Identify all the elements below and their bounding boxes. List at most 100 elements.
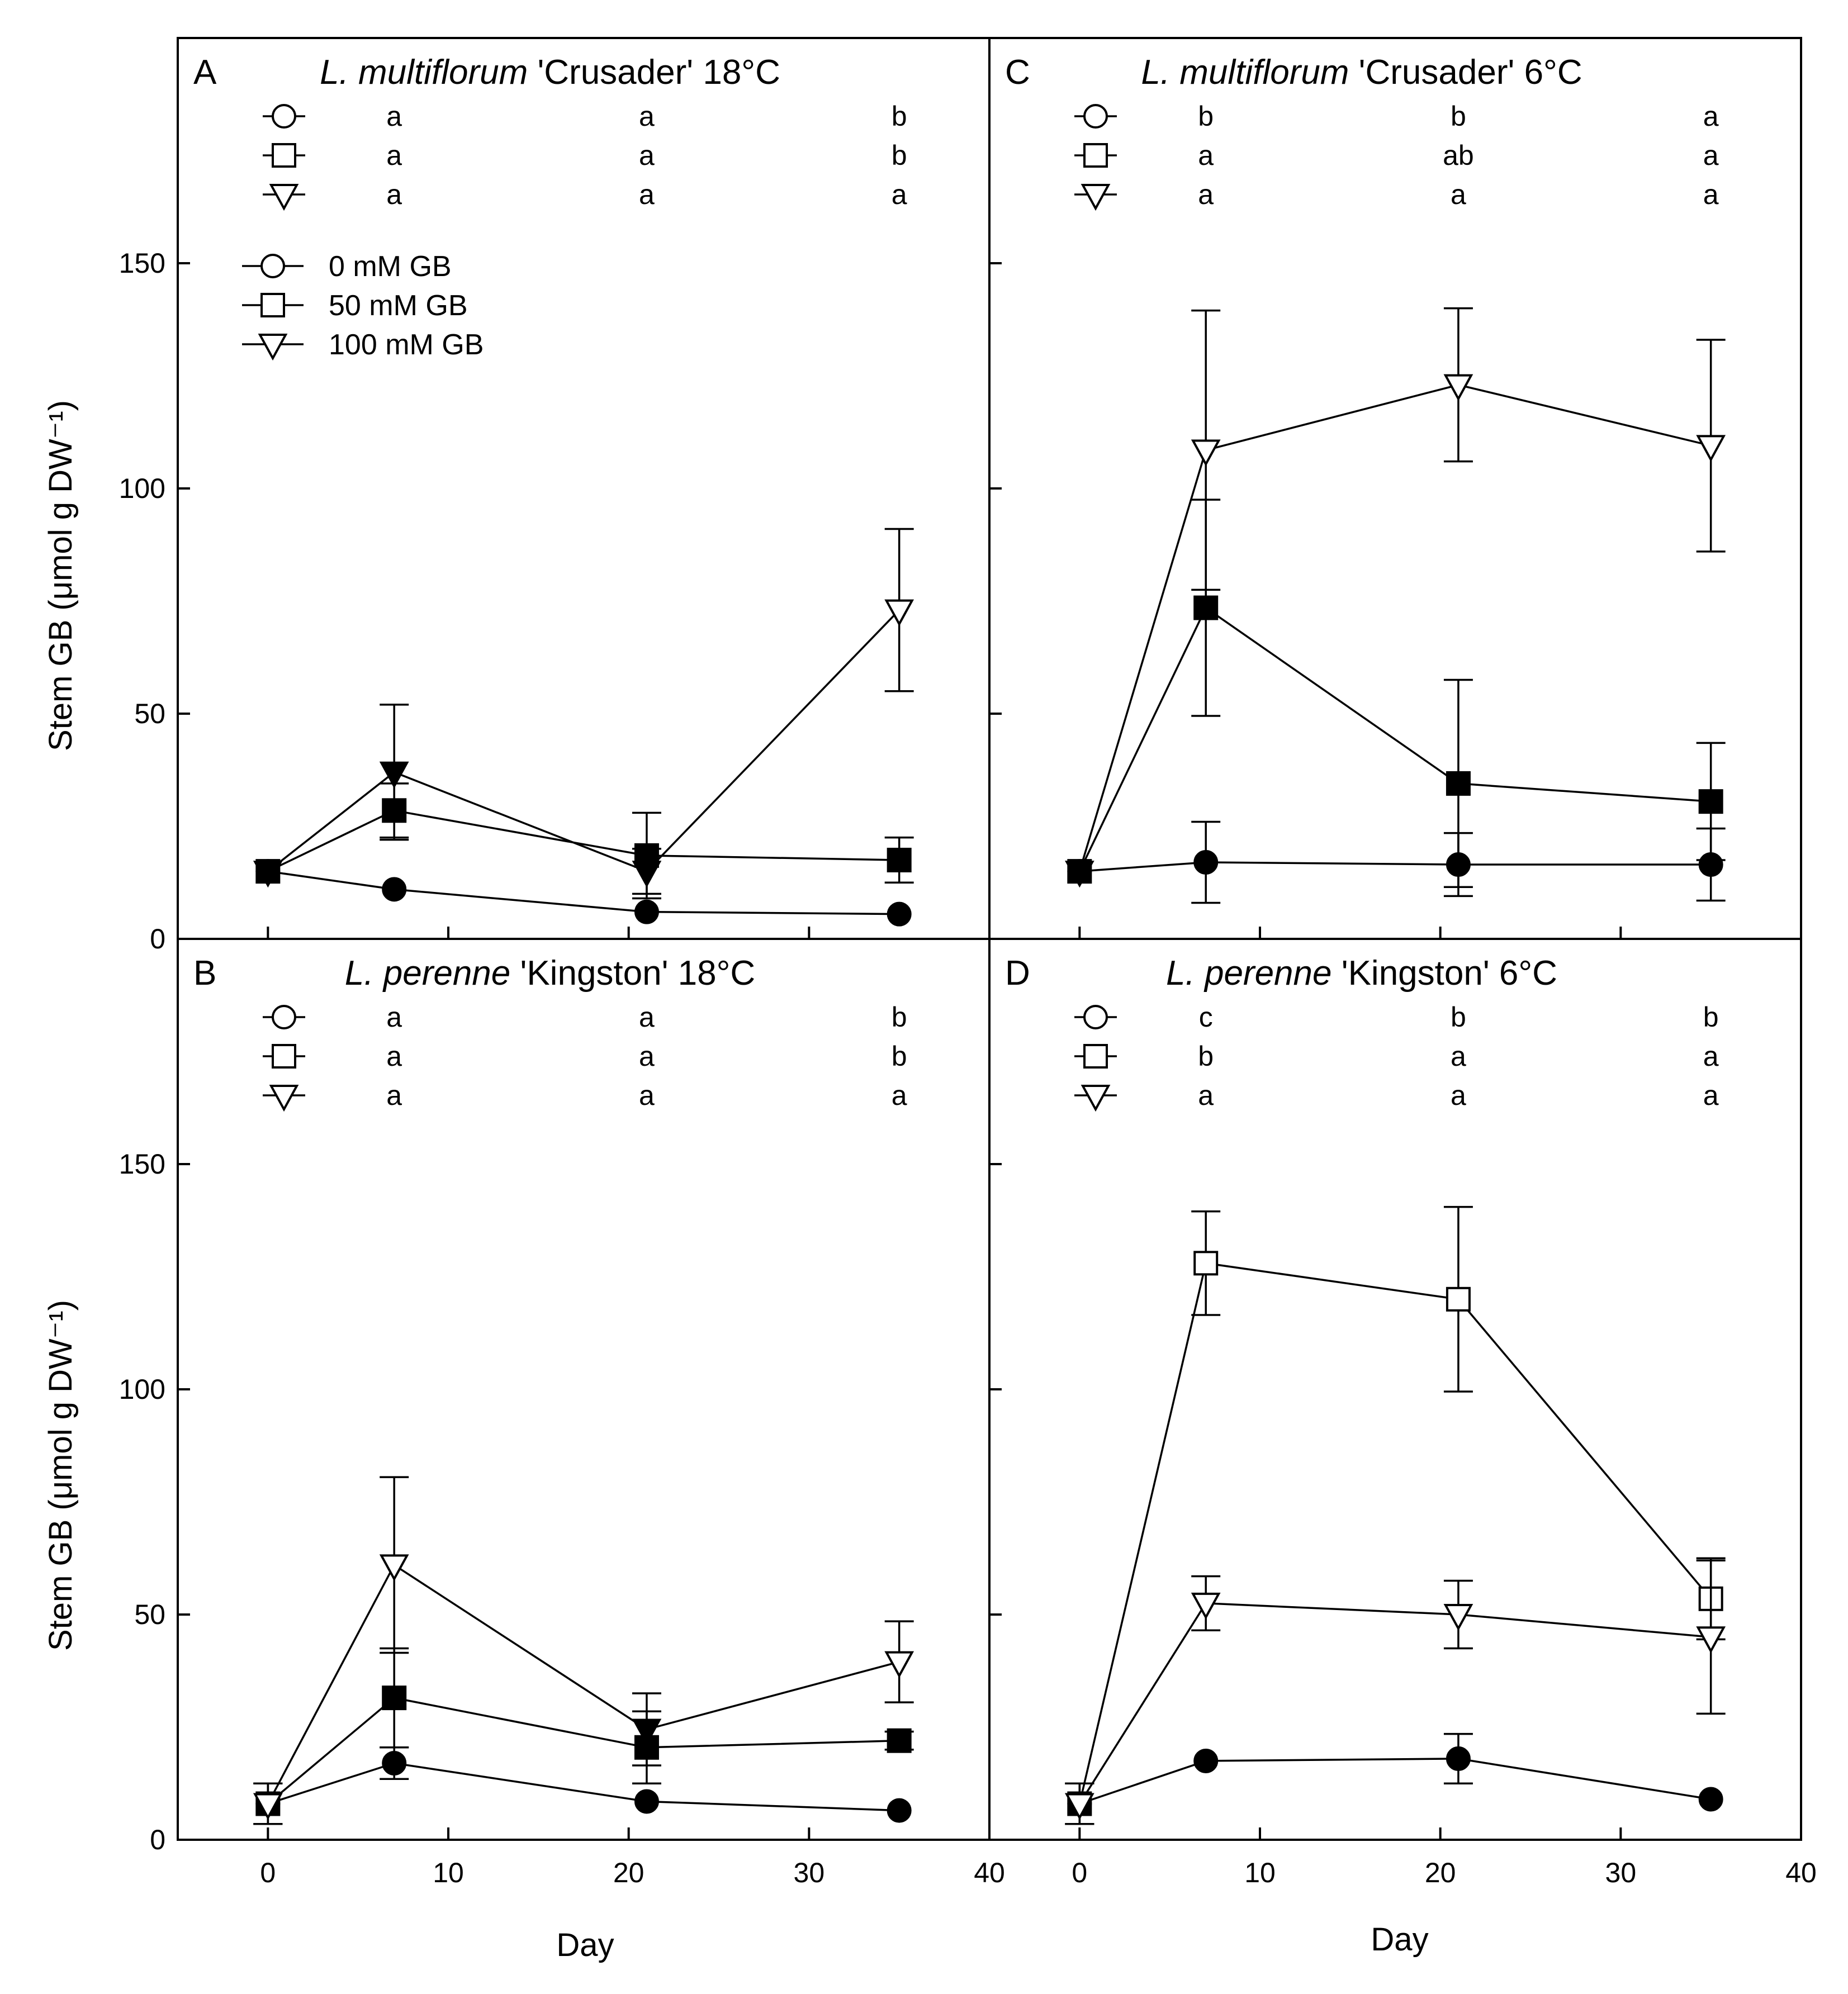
significance-triangle-down-icon [1081, 1085, 1111, 1112]
data-point [1193, 1748, 1219, 1773]
legend-circle-icon [260, 254, 285, 278]
significance-letter: a [386, 179, 402, 210]
significance-letter: b [892, 140, 907, 171]
panel-a-title-rest: 'Crusader' 18°C [528, 53, 780, 92]
y-tick-label: 150 [119, 1148, 165, 1180]
data-point [1191, 439, 1221, 467]
series-line [267, 1762, 899, 1812]
data-point [634, 899, 659, 924]
significance-letter: a [1703, 1080, 1719, 1111]
legend: 0 mM GB 50 mM GB 100 mM GB [242, 250, 484, 361]
significance-letter: b [1451, 1001, 1466, 1033]
panel-c-title-rest: 'Crusader' 6°C [1349, 53, 1582, 92]
y-tick-label: 100 [119, 1374, 165, 1405]
data-point [1193, 849, 1219, 875]
significance-letter: a [1451, 1041, 1466, 1072]
significance-square-icon [272, 1044, 296, 1069]
data-point [1443, 1604, 1473, 1631]
data-point [1064, 1793, 1094, 1820]
panel-d: 0 10 20 30 40D L. perenne 'Kingston' 6°Cc b bb a… [988, 938, 1817, 1888]
panel-d-letter: D [1005, 954, 1030, 993]
significance-circle-icon [272, 104, 296, 129]
significance-letter: a [1198, 140, 1214, 171]
series-line [267, 1563, 900, 1805]
y-axis-title-bottom: Stem GB (μmol g DW⁻¹) [42, 1300, 79, 1651]
significance-circle-icon [272, 1005, 296, 1029]
significance-square-icon [1083, 143, 1108, 168]
significance-letter: a [386, 1080, 402, 1111]
significance-letter: a [639, 1041, 655, 1072]
series-line [267, 809, 899, 872]
data-point [632, 861, 662, 888]
x-tick-label: 20 [613, 1857, 645, 1888]
significance-letter: b [892, 1041, 907, 1072]
significance-triangle-down-icon [1081, 184, 1111, 211]
data-point [1698, 789, 1723, 814]
series-triangle-down [1064, 1559, 1726, 1825]
legend-label: 0 mM GB [329, 250, 452, 283]
significance-letter: a [1703, 1041, 1719, 1072]
x-tick-label: 10 [1244, 1857, 1276, 1888]
series-triangle-down [253, 528, 914, 895]
x-axis-title-right: Day [1371, 1921, 1428, 1958]
data-point [382, 1686, 407, 1711]
legend-label: 50 mM GB [329, 289, 468, 322]
significance-circle-icon [1083, 1005, 1108, 1029]
x-tick-label: 20 [1425, 1857, 1456, 1888]
significance-letter: a [639, 1080, 655, 1111]
panel-a-letter: A [193, 53, 217, 92]
panel-a-title: L. multiflorum 'Crusader' 18°C [320, 53, 780, 92]
x-axis-title-left: Day [556, 1927, 614, 1963]
significance-letter: a [386, 101, 402, 132]
x-tick-label: 30 [1605, 1857, 1637, 1888]
panel-b-title-species: L. perenne [345, 954, 510, 993]
y-tick-label: 0 [150, 923, 165, 955]
series-circle [1065, 1732, 1723, 1825]
data-point [1064, 861, 1094, 888]
data-point [634, 1789, 659, 1814]
significance-square-icon [1083, 1044, 1108, 1069]
significance-letter: b [1703, 1001, 1719, 1033]
significance-letter: a [386, 140, 402, 171]
significance-letter: a [639, 179, 655, 210]
data-point [1446, 771, 1471, 796]
data-point [379, 1554, 409, 1582]
data-point [1443, 374, 1473, 401]
panel-b-letter: B [193, 954, 216, 993]
significance-letter: ab [1443, 140, 1474, 171]
data-point [1193, 1251, 1219, 1276]
data-point [1193, 595, 1219, 620]
significance-letter: b [892, 101, 907, 132]
series-line [1079, 1758, 1711, 1805]
series-triangle-down [1064, 307, 1726, 888]
data-point [253, 861, 283, 888]
series-line [1078, 606, 1711, 872]
legend-square-icon [260, 293, 285, 317]
data-point [887, 1798, 912, 1823]
significance-letter: c [1199, 1001, 1213, 1033]
data-point [884, 1651, 914, 1678]
data-point [382, 1750, 407, 1775]
data-point [1191, 1592, 1221, 1620]
significance-triangle-down-icon [269, 184, 299, 211]
series-line [1078, 383, 1712, 872]
data-point [884, 599, 914, 626]
panel-d-title: L. perenne 'Kingston' 6°C [1166, 954, 1557, 993]
significance-letter: a [386, 1041, 402, 1072]
data-point [887, 1728, 912, 1753]
significance-letter: a [1198, 1080, 1214, 1111]
significance-letter: a [386, 1001, 402, 1033]
significance-square-icon [272, 143, 296, 168]
